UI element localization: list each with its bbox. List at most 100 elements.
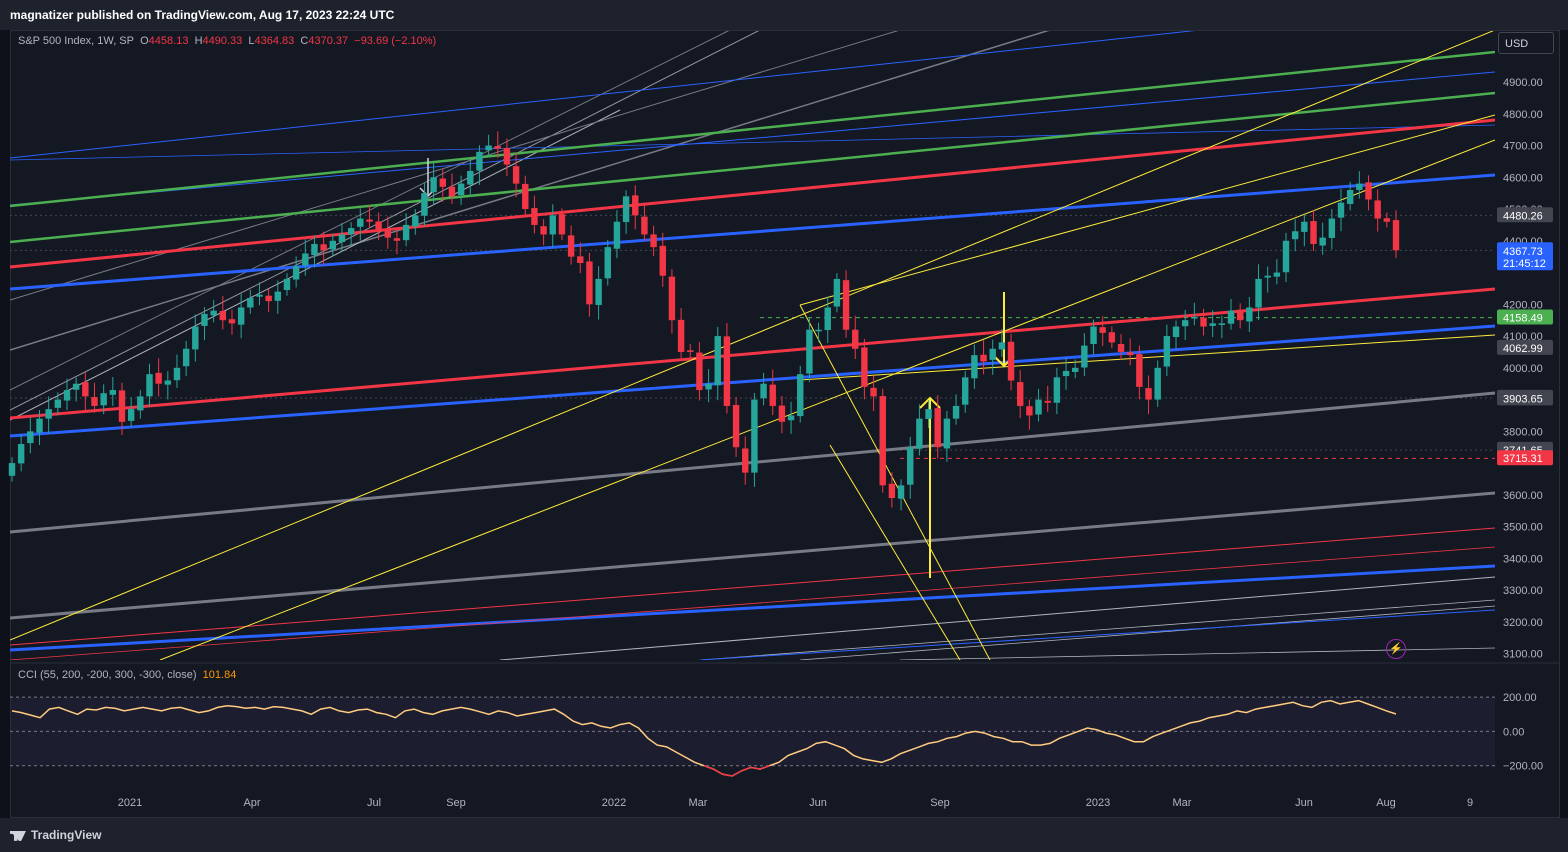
candle bbox=[971, 355, 978, 379]
candle bbox=[357, 218, 364, 227]
candle bbox=[237, 307, 245, 325]
time-axis-tick: Apr bbox=[243, 797, 260, 809]
candle bbox=[219, 310, 227, 321]
candle bbox=[329, 240, 337, 250]
candle bbox=[1282, 240, 1290, 273]
trendline bbox=[10, 71, 1495, 206]
price-label: 3903.65 bbox=[1503, 393, 1543, 405]
candle bbox=[916, 418, 923, 449]
price-label-time: 21:45:12 bbox=[1503, 258, 1546, 270]
candle bbox=[586, 261, 593, 305]
candle bbox=[366, 219, 373, 222]
candle bbox=[54, 399, 62, 408]
low-value: 4364.83 bbox=[254, 35, 295, 47]
cci-oversold-segment bbox=[722, 773, 733, 777]
candle bbox=[1291, 231, 1299, 240]
candle bbox=[82, 382, 89, 397]
flash-icon[interactable]: ⚡ bbox=[1386, 639, 1406, 659]
close-label: C bbox=[300, 35, 309, 47]
cci-label[interactable]: CCI (55, 200, -200, 300, -300, close) bbox=[18, 669, 197, 681]
candle bbox=[760, 383, 767, 399]
candle bbox=[815, 329, 822, 332]
price-axis-tick: 3300.00 bbox=[1503, 585, 1543, 597]
candle bbox=[769, 384, 776, 406]
candle bbox=[897, 485, 905, 499]
candle bbox=[402, 224, 410, 241]
candle bbox=[980, 354, 987, 362]
candle bbox=[1200, 317, 1207, 327]
time-axis-tick: Sep bbox=[930, 797, 950, 809]
candle bbox=[925, 409, 932, 419]
candle bbox=[375, 221, 382, 232]
candle bbox=[632, 195, 639, 216]
candle bbox=[1044, 400, 1051, 403]
price-axis-tick: 3800.00 bbox=[1503, 426, 1543, 438]
symbol-name[interactable]: S&P 500 Index, 1W, SP bbox=[18, 35, 134, 47]
candle bbox=[1328, 218, 1336, 238]
candle bbox=[1264, 275, 1271, 278]
candle bbox=[109, 390, 117, 395]
candle bbox=[1017, 382, 1024, 406]
candle bbox=[1337, 202, 1345, 218]
candle bbox=[210, 310, 217, 316]
candle bbox=[787, 415, 795, 421]
candle bbox=[1099, 327, 1106, 333]
candle bbox=[448, 186, 456, 197]
cci-axis-tick: −200.00 bbox=[1503, 761, 1543, 773]
candle bbox=[439, 178, 446, 187]
candle bbox=[127, 409, 135, 421]
candle bbox=[421, 193, 428, 216]
chart-frame bbox=[10, 30, 1560, 818]
candle bbox=[659, 245, 666, 276]
trendline bbox=[10, 91, 1495, 244]
candle bbox=[1136, 354, 1143, 387]
candle bbox=[1181, 320, 1189, 327]
candle bbox=[1209, 323, 1216, 326]
trendline bbox=[799, 334, 1495, 381]
candle bbox=[641, 216, 648, 235]
trendline bbox=[699, 609, 1495, 660]
candle bbox=[164, 380, 172, 385]
candle bbox=[668, 276, 676, 321]
candle bbox=[430, 177, 437, 193]
time-axis-tick: Jun bbox=[809, 797, 827, 809]
candle bbox=[201, 313, 208, 326]
price-axis-tick: 4600.00 bbox=[1503, 172, 1543, 184]
candle bbox=[604, 247, 611, 279]
candle bbox=[613, 221, 621, 249]
currency-button[interactable]: USD bbox=[1498, 32, 1554, 54]
candle bbox=[476, 151, 483, 171]
price-label-box bbox=[1497, 243, 1553, 259]
time-axis-tick: 2021 bbox=[118, 797, 142, 809]
candle bbox=[1383, 218, 1391, 222]
trendline bbox=[10, 124, 1495, 161]
trendline bbox=[799, 605, 1495, 660]
candle bbox=[742, 448, 749, 473]
candle bbox=[302, 253, 309, 266]
trendline bbox=[699, 599, 1495, 660]
time-axis-tick: Jun bbox=[1295, 797, 1313, 809]
cci-oversold-segment bbox=[731, 770, 742, 777]
candle bbox=[595, 278, 602, 305]
candle bbox=[228, 319, 236, 324]
trendline bbox=[799, 114, 1495, 306]
candle bbox=[494, 146, 501, 149]
tradingview-brand: TradingView bbox=[31, 828, 102, 842]
candle bbox=[1090, 326, 1097, 345]
price-axis-tick: 3400.00 bbox=[1503, 553, 1543, 565]
cci-legend: CCI (55, 200, -200, 300, -300, close) 10… bbox=[18, 669, 236, 681]
candle bbox=[1081, 345, 1088, 368]
candle bbox=[1035, 399, 1042, 415]
tradingview-logo[interactable]: TradingView bbox=[10, 828, 101, 842]
candle bbox=[1236, 309, 1244, 321]
candle bbox=[1117, 344, 1125, 352]
candle bbox=[1218, 323, 1226, 325]
candle bbox=[17, 444, 25, 464]
price-label: 4062.99 bbox=[1503, 343, 1543, 355]
time-axis-tick: Mar bbox=[1173, 797, 1192, 809]
price-label-box bbox=[1497, 309, 1553, 325]
price-label: 4158.49 bbox=[1503, 312, 1543, 324]
candle bbox=[1273, 272, 1281, 277]
candle bbox=[705, 383, 712, 390]
